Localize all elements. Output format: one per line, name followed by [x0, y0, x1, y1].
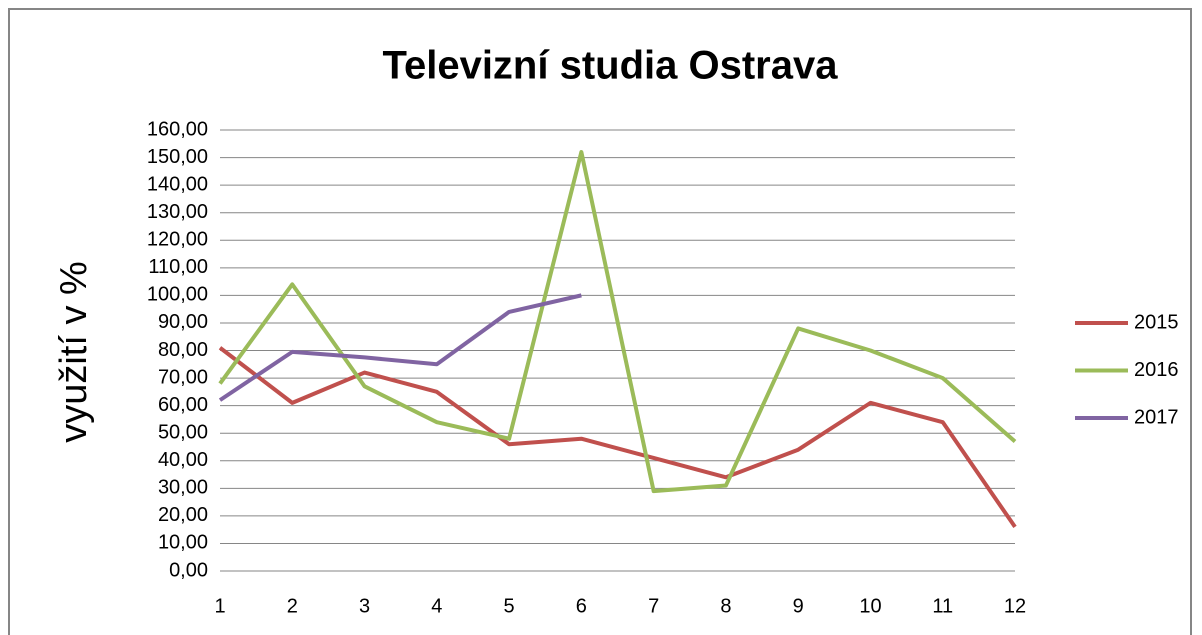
- y-tick-label: 20,00: [158, 504, 208, 526]
- x-tick-label: 12: [1004, 595, 1026, 617]
- x-tick-label: 5: [504, 595, 515, 617]
- y-tick-label: 40,00: [158, 449, 208, 471]
- x-tick-label: 11: [932, 595, 953, 617]
- x-tick-label: 1: [214, 595, 225, 617]
- y-tick-label: 60,00: [158, 394, 208, 416]
- y-tick-label: 160,00: [147, 118, 208, 140]
- y-tick-label: 140,00: [147, 173, 208, 195]
- y-tick-label: 10,00: [158, 532, 208, 554]
- y-tick-label: 0,00: [169, 559, 208, 581]
- series-line: [218, 346, 1017, 529]
- x-tick-label: 3: [359, 595, 370, 617]
- chart-frame: [8, 8, 1192, 635]
- series-line: [218, 293, 582, 402]
- x-tick-label: 9: [793, 595, 804, 617]
- x-tick-label: 6: [576, 595, 587, 617]
- x-tick-label: 10: [859, 595, 881, 617]
- y-tick-label: 130,00: [147, 201, 208, 223]
- x-tick-label: 4: [431, 595, 442, 617]
- y-tick-label: 150,00: [147, 146, 208, 168]
- y-tick-label: 70,00: [158, 366, 208, 388]
- y-tick-label: 50,00: [158, 421, 208, 443]
- y-tick-label: 90,00: [158, 311, 208, 333]
- y-tick-label: 110,00: [148, 256, 208, 278]
- y-tick-label: 80,00: [158, 339, 208, 361]
- x-tick-label: 8: [720, 595, 731, 617]
- series-line: [218, 150, 1017, 494]
- legend-label: 2016: [1134, 359, 1179, 381]
- y-tick-label: 120,00: [147, 229, 208, 251]
- x-tick-label: 7: [648, 595, 659, 617]
- y-tick-label: 100,00: [147, 284, 208, 306]
- y-axis-title: využití v %: [53, 261, 95, 443]
- legend-label: 2015: [1134, 311, 1179, 333]
- chart-title: Televizní studia Ostrava: [383, 44, 839, 88]
- x-tick-label: 2: [287, 595, 298, 617]
- legend-label: 2017: [1134, 406, 1179, 428]
- y-tick-label: 30,00: [158, 477, 208, 499]
